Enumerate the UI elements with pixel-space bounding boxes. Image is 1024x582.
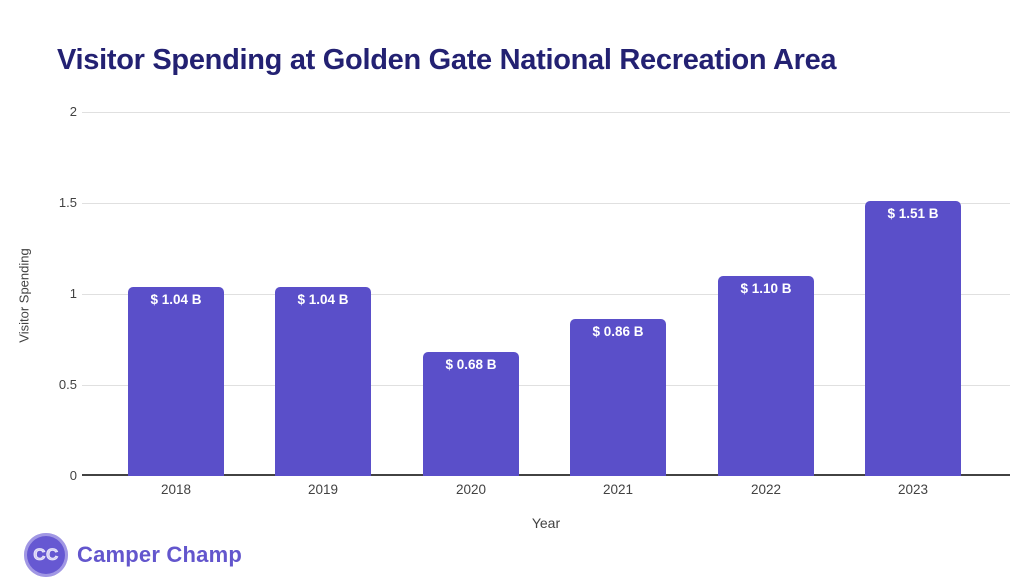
y-tick-label: 0.5 [58, 377, 77, 392]
y-axis-title: Visitor Spending [16, 248, 32, 343]
bar-value-label: $ 0.86 B [592, 324, 644, 339]
y-tick-label: 2 [69, 104, 77, 119]
bar-2020: $ 0.68 B [423, 352, 519, 476]
bar-value-label: $ 1.04 B [150, 292, 202, 307]
bar-value-label: $ 1.10 B [740, 281, 792, 296]
y-tick-label: 1.5 [58, 195, 77, 210]
x-axis-line [82, 474, 1010, 476]
bar-2019: $ 1.04 B [275, 287, 371, 476]
x-tick-label: 2020 [455, 482, 487, 497]
bar-2021: $ 0.86 B [570, 319, 666, 476]
bar-value-label: $ 1.04 B [297, 292, 349, 307]
y-tick-label: 1 [69, 286, 77, 301]
x-axis-title: Year [531, 515, 561, 531]
camper-champ-logo: CC Camper Champ [24, 533, 242, 577]
bar-2022: $ 1.10 B [718, 276, 814, 476]
gridline [82, 203, 1010, 204]
x-tick-label: 2023 [897, 482, 929, 497]
bar-value-label: $ 0.68 B [445, 357, 497, 372]
gridline [82, 112, 1010, 113]
camper-champ-icon-letters: CC [33, 545, 59, 565]
gridline [82, 385, 1010, 386]
bar-2023: $ 1.51 B [865, 201, 961, 476]
bar-value-label: $ 1.51 B [887, 206, 939, 221]
x-tick-label: 2021 [602, 482, 634, 497]
x-tick-label: 2018 [160, 482, 192, 497]
camper-champ-icon: CC [24, 533, 68, 577]
x-tick-label: 2019 [307, 482, 339, 497]
x-tick-label: 2022 [750, 482, 782, 497]
gridline [82, 294, 1010, 295]
y-tick-label: 0 [69, 468, 77, 483]
chart-title: Visitor Spending at Golden Gate National… [57, 44, 837, 76]
bar-2018: $ 1.04 B [128, 287, 224, 476]
camper-champ-wordmark: Camper Champ [77, 542, 242, 567]
